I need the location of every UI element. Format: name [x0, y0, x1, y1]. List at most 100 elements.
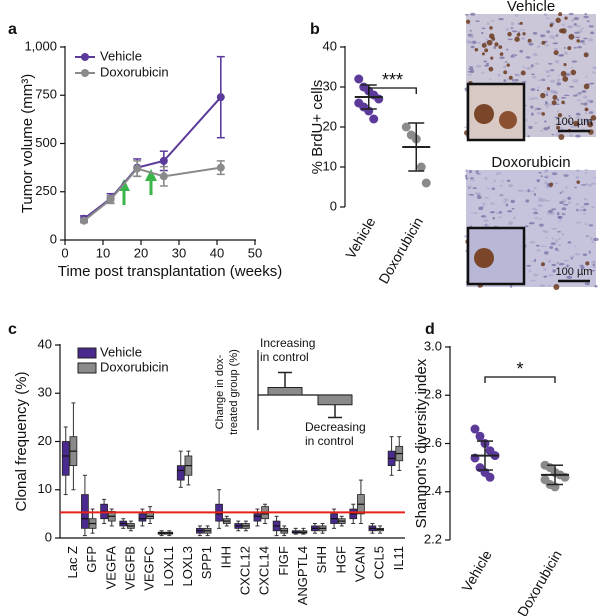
texture	[524, 225, 529, 228]
nucleus	[564, 16, 568, 20]
significance-bracket	[368, 87, 417, 94]
texture	[519, 49, 524, 53]
nucleus	[556, 125, 561, 130]
texture	[506, 48, 509, 51]
texture	[526, 264, 532, 267]
texture	[540, 245, 547, 248]
legend-marker	[81, 53, 89, 61]
texture	[535, 244, 540, 247]
x-tick-label: SHH	[314, 546, 329, 573]
texture	[484, 64, 489, 67]
point	[421, 178, 431, 188]
texture	[473, 211, 478, 214]
texture	[536, 45, 541, 48]
texture	[532, 75, 537, 79]
texture	[511, 207, 515, 210]
texture	[466, 185, 473, 188]
texture	[512, 80, 518, 83]
texture	[591, 240, 594, 244]
texture	[578, 117, 583, 120]
texture	[477, 193, 481, 196]
texture	[498, 211, 503, 214]
texture	[584, 171, 588, 174]
texture	[532, 53, 538, 56]
nucleus	[549, 182, 554, 187]
texture	[505, 203, 509, 207]
texture	[573, 16, 580, 21]
texture	[576, 169, 580, 173]
micrograph-title: Doxorubicin	[491, 154, 570, 171]
zoom-cell	[474, 248, 494, 268]
nucleus	[551, 100, 557, 106]
texture	[571, 60, 578, 63]
texture	[531, 112, 534, 116]
texture	[560, 190, 564, 194]
texture	[556, 211, 560, 216]
texture	[590, 31, 595, 35]
y-axis-label: Tumor volume (mm³)	[19, 74, 36, 213]
texture	[583, 15, 589, 19]
texture	[508, 183, 514, 188]
x-axis-label: Time post transplantation (weeks)	[58, 263, 283, 280]
texture	[528, 42, 534, 46]
nucleus	[552, 95, 558, 100]
texture	[539, 34, 546, 38]
texture	[580, 184, 587, 186]
point	[475, 431, 485, 441]
texture	[555, 247, 559, 251]
texture	[546, 74, 551, 78]
texture	[576, 24, 581, 28]
texture	[551, 227, 558, 231]
texture	[468, 73, 472, 76]
texture	[558, 220, 562, 222]
texture	[566, 275, 573, 279]
legend-label: Doxorubicin	[100, 359, 169, 374]
texture	[525, 56, 531, 59]
texture	[465, 169, 468, 173]
texture	[593, 260, 597, 264]
x-tick-label: CXCL14	[257, 546, 272, 595]
texture	[525, 66, 532, 70]
texture	[547, 209, 554, 213]
x-tick-label: FIGF	[276, 546, 291, 576]
y-tick-label: 2.2	[424, 531, 442, 546]
x-tick-label: 0	[61, 245, 68, 260]
texture	[580, 206, 585, 208]
texture	[475, 65, 482, 68]
texture	[491, 187, 495, 191]
nucleus	[553, 50, 559, 56]
box	[138, 513, 147, 522]
zoom-cell	[474, 104, 494, 124]
texture	[579, 264, 584, 267]
texture	[588, 38, 594, 42]
zoom-cell	[499, 111, 517, 129]
panel-letter: a	[8, 21, 17, 38]
texture	[587, 183, 593, 187]
texture	[553, 48, 559, 51]
nucleus	[540, 92, 546, 99]
texture	[570, 19, 575, 22]
texture	[464, 174, 468, 178]
texture	[485, 38, 489, 41]
x-tick-label: LOXL1	[161, 546, 176, 586]
texture	[533, 211, 539, 215]
texture	[498, 194, 505, 196]
nucleus	[484, 48, 489, 53]
texture	[589, 82, 595, 85]
texture	[528, 190, 535, 193]
x-tick-label: Doxorubicin	[514, 547, 565, 616]
box	[176, 465, 185, 481]
texture	[469, 29, 472, 32]
texture	[575, 36, 581, 39]
treatment-arrows	[118, 169, 157, 205]
nucleus	[474, 47, 479, 52]
significance-label: *	[516, 359, 523, 379]
texture	[548, 274, 554, 277]
texture	[580, 27, 585, 30]
texture	[583, 121, 589, 125]
nucleus	[590, 115, 597, 121]
texture	[503, 79, 507, 83]
texture	[504, 61, 508, 63]
texture	[503, 198, 509, 202]
texture	[594, 285, 598, 288]
